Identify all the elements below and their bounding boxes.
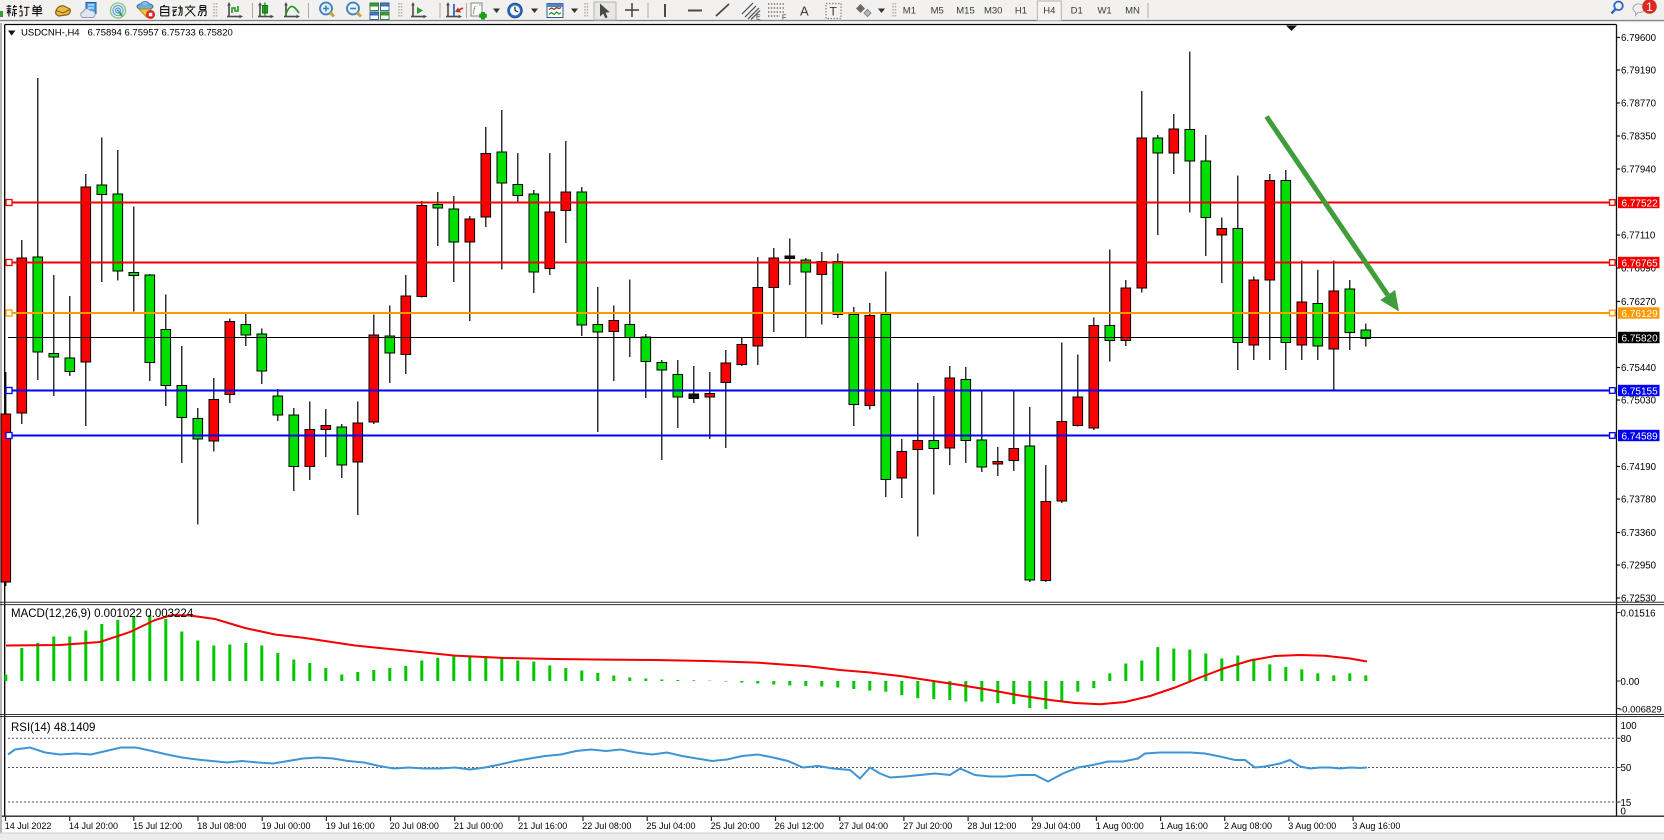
svg-text:100: 100 <box>1621 721 1638 732</box>
svg-text:0.01516: 0.01516 <box>1621 609 1656 620</box>
svg-text:21 Jul 16:00: 21 Jul 16:00 <box>518 821 567 831</box>
svg-text:M1: M1 <box>903 6 916 17</box>
svg-text:14 Jul 2022: 14 Jul 2022 <box>5 821 52 831</box>
svg-text:0: 0 <box>1621 807 1627 818</box>
svg-text:USDCNH-,H4 6.75894 6.75957 6: USDCNH-,H4 6.75894 6.75957 6.75733 6.758… <box>21 28 233 39</box>
svg-text:6.75030: 6.75030 <box>1621 396 1657 407</box>
svg-text:26 Jul 12:00: 26 Jul 12:00 <box>775 821 824 831</box>
svg-text:H1: H1 <box>1015 6 1027 17</box>
svg-text:28 Jul 12:00: 28 Jul 12:00 <box>967 821 1016 831</box>
svg-text:6.73780: 6.73780 <box>1621 495 1657 506</box>
svg-text:F: F <box>782 15 786 22</box>
svg-text:6.74190: 6.74190 <box>1621 462 1657 473</box>
svg-text:25 Jul 20:00: 25 Jul 20:00 <box>711 821 760 831</box>
svg-text:50: 50 <box>1621 763 1632 774</box>
svg-text:M30: M30 <box>984 6 1002 17</box>
svg-text:6.79190: 6.79190 <box>1621 66 1657 77</box>
svg-text:T: T <box>830 5 838 19</box>
svg-text:2 Aug 08:00: 2 Aug 08:00 <box>1224 821 1272 831</box>
svg-text:22 Jul 08:00: 22 Jul 08:00 <box>582 821 631 831</box>
svg-text:6.76129: 6.76129 <box>1622 309 1659 320</box>
svg-text:6.74589: 6.74589 <box>1622 431 1659 442</box>
svg-text:6.73360: 6.73360 <box>1621 528 1657 539</box>
svg-text:RSI(14) 48.1409: RSI(14) 48.1409 <box>11 722 95 734</box>
svg-text:18 Jul 08:00: 18 Jul 08:00 <box>197 821 246 831</box>
svg-text:6.77110: 6.77110 <box>1621 231 1656 242</box>
svg-text:1: 1 <box>1646 0 1653 14</box>
svg-text:27 Jul 04:00: 27 Jul 04:00 <box>839 821 888 831</box>
svg-text:-0.006829: -0.006829 <box>1619 705 1662 716</box>
svg-text:1 Aug 00:00: 1 Aug 00:00 <box>1096 821 1144 831</box>
svg-text:3 Aug 16:00: 3 Aug 16:00 <box>1352 821 1400 831</box>
svg-text:6.75820: 6.75820 <box>1622 333 1659 344</box>
svg-text:1 Aug 16:00: 1 Aug 16:00 <box>1160 821 1208 831</box>
svg-text:27 Jul 20:00: 27 Jul 20:00 <box>903 821 952 831</box>
svg-text:E: E <box>756 15 761 22</box>
svg-text:W1: W1 <box>1097 6 1111 17</box>
svg-text:6.79600: 6.79600 <box>1621 33 1657 44</box>
svg-text:21 Jul 00:00: 21 Jul 00:00 <box>454 821 503 831</box>
svg-text:29 Jul 04:00: 29 Jul 04:00 <box>1032 821 1081 831</box>
svg-text:19 Jul 16:00: 19 Jul 16:00 <box>326 821 375 831</box>
svg-text:H4: H4 <box>1043 6 1055 17</box>
svg-text:f: f <box>473 5 477 14</box>
svg-text:MN: MN <box>1125 6 1140 17</box>
svg-text:15 Jul 12:00: 15 Jul 12:00 <box>133 821 182 831</box>
svg-text:6.77940: 6.77940 <box>1621 165 1657 176</box>
svg-text:6.78770: 6.78770 <box>1621 99 1657 110</box>
svg-text:MACD(12,26,9) 0.001022 0.00322: MACD(12,26,9) 0.001022 0.003224 <box>11 608 194 620</box>
svg-text:M15: M15 <box>956 6 974 17</box>
svg-text:0.00: 0.00 <box>1621 677 1640 688</box>
svg-text:A: A <box>800 4 809 19</box>
svg-text:6.76690: 6.76690 <box>1621 264 1657 275</box>
svg-text:3 Aug 00:00: 3 Aug 00:00 <box>1288 821 1336 831</box>
svg-text:6.72530: 6.72530 <box>1621 594 1657 605</box>
svg-text:25 Jul 04:00: 25 Jul 04:00 <box>647 821 696 831</box>
svg-text:15: 15 <box>1621 798 1632 809</box>
svg-text:6.76765: 6.76765 <box>1622 258 1659 269</box>
svg-text:14 Jul 20:00: 14 Jul 20:00 <box>69 821 118 831</box>
svg-text:6.75440: 6.75440 <box>1621 363 1657 374</box>
svg-text:80: 80 <box>1621 734 1632 745</box>
svg-text:6.75155: 6.75155 <box>1622 386 1659 397</box>
svg-text:6.76270: 6.76270 <box>1621 297 1657 308</box>
svg-text:19 Jul 00:00: 19 Jul 00:00 <box>262 821 311 831</box>
svg-text:6.77522: 6.77522 <box>1622 198 1659 209</box>
svg-text:6.78350: 6.78350 <box>1621 132 1657 143</box>
svg-text:M5: M5 <box>931 6 944 17</box>
svg-text:D1: D1 <box>1071 6 1083 17</box>
svg-text:20 Jul 08:00: 20 Jul 08:00 <box>390 821 439 831</box>
svg-text:6.72950: 6.72950 <box>1621 561 1657 572</box>
